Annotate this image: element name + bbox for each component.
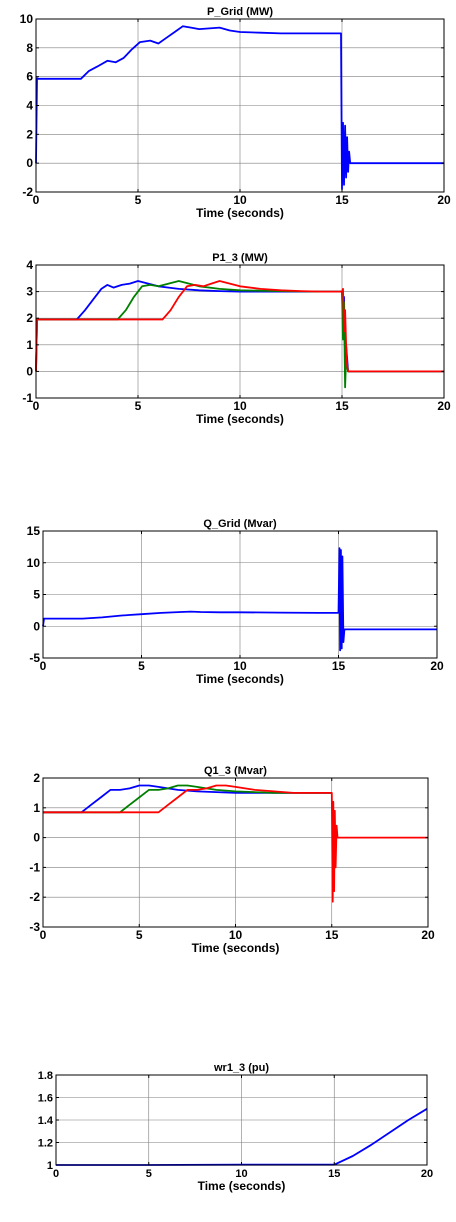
y-tick-label: -3 (29, 920, 40, 934)
y-tick-label: 1.8 (38, 1070, 53, 1082)
y-tick-label: 1.2 (38, 1138, 53, 1150)
x-tick-label: 15 (328, 1168, 340, 1180)
y-tick-label: 0 (26, 364, 33, 378)
y-tick-label: 0 (26, 156, 33, 170)
chart-title: P_Grid (MW) (207, 6, 273, 18)
y-tick-label: -5 (29, 651, 40, 665)
y-tick-label: 15 (27, 524, 41, 538)
y-tick-label: 5 (33, 588, 40, 602)
x-axis-label: Time (seconds) (196, 672, 284, 686)
x-tick-label: 5 (135, 399, 142, 413)
series-line-2 (43, 784, 332, 814)
series-line-3 (35, 280, 444, 373)
x-tick-label: 10 (233, 659, 247, 673)
y-tick-label: 1.6 (38, 1093, 53, 1105)
x-tick-label: 20 (437, 193, 451, 207)
x-tick-label: 10 (233, 399, 247, 413)
y-tick-label: -2 (22, 185, 33, 199)
y-tick-label: 1 (33, 801, 40, 815)
x-axis-label: Time (seconds) (196, 206, 284, 220)
x-tick-label: 10 (235, 1168, 247, 1180)
x-tick-label: 10 (233, 193, 247, 207)
x-axis-label: Time (seconds) (196, 412, 284, 426)
x-tick-label: 5 (136, 928, 143, 942)
x-tick-label: 15 (335, 193, 349, 207)
x-tick-label: 20 (421, 928, 435, 942)
y-tick-label: 2 (26, 311, 33, 325)
y-tick-label: 10 (27, 556, 41, 570)
x-tick-label: 20 (437, 399, 451, 413)
y-tick-label: 1.4 (38, 1115, 54, 1127)
x-tick-label: 5 (135, 193, 142, 207)
y-tick-label: 2 (26, 127, 33, 141)
x-tick-label: 5 (146, 1168, 152, 1180)
y-tick-label: 10 (20, 12, 34, 26)
x-tick-label: 15 (332, 659, 346, 673)
y-tick-label: 0 (33, 619, 40, 633)
series-line-3 (43, 784, 428, 903)
x-tick-label: 20 (430, 659, 444, 673)
y-tick-label: 1 (47, 1160, 53, 1172)
x-tick-label: 15 (325, 928, 339, 942)
y-tick-label: 0 (33, 831, 40, 845)
chart-title: P1_3 (MW) (212, 252, 268, 264)
y-tick-label: 8 (26, 41, 33, 55)
y-tick-label: 6 (26, 70, 33, 84)
y-tick-label: 4 (26, 99, 33, 113)
y-tick-label: -1 (22, 391, 33, 405)
x-tick-label: 5 (138, 659, 145, 673)
x-tick-label: 0 (53, 1168, 59, 1180)
chart-title: wr1_3 (pu) (213, 1062, 269, 1074)
series-line-1 (43, 784, 332, 814)
chart-title: Q1_3 (Mvar) (204, 765, 267, 777)
y-tick-label: -1 (29, 860, 40, 874)
y-tick-label: 2 (33, 771, 40, 785)
x-tick-label: 0 (33, 399, 40, 413)
chart-5: 0 5 10 15 20 1 1.2 1.4 1.6 1.8 wr1_3 (pu) Time (sec… (38, 1062, 433, 1193)
x-tick-label: 0 (40, 928, 47, 942)
y-tick-label: 4 (26, 258, 33, 272)
y-tick-label: 3 (26, 285, 33, 299)
y-tick-label: -2 (29, 890, 40, 904)
series-line-1 (42, 547, 437, 652)
chart-title: Q_Grid (Mvar) (203, 518, 277, 530)
x-tick-label: 10 (229, 928, 243, 942)
chart-4: 0 5 10 15 20 -3 -2 -1 0 1 2 Q1_3 (Mvar) Time (second… (29, 765, 435, 955)
x-tick-label: 0 (33, 193, 40, 207)
y-tick-label: 1 (26, 338, 33, 352)
x-tick-label: 0 (40, 659, 47, 673)
x-tick-label: 15 (335, 399, 349, 413)
x-tick-label: 20 (421, 1168, 433, 1180)
x-axis-label: Time (seconds) (198, 1179, 286, 1193)
x-axis-label: Time (seconds) (192, 941, 280, 955)
series-line-1 (35, 25, 444, 191)
